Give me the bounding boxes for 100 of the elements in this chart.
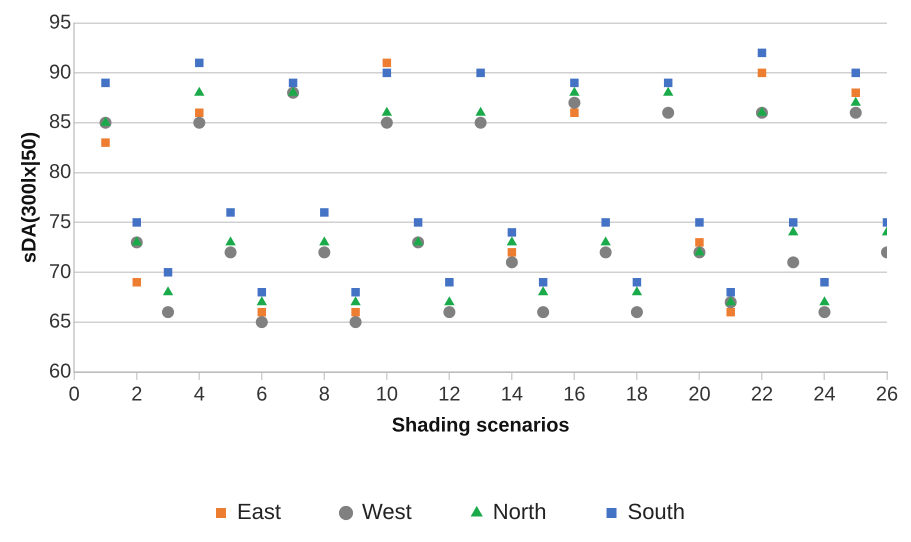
legend-label: South [628, 499, 686, 524]
legend-label: North [492, 499, 547, 524]
x-tick-label: 12 [438, 384, 460, 406]
point [818, 306, 830, 318]
point [194, 86, 204, 96]
x-tick-label: 22 [750, 384, 774, 406]
point [852, 68, 860, 78]
x-tick-label: 2 [131, 384, 142, 406]
point [819, 296, 830, 306]
x-axis-title: Shading scenarios [392, 414, 570, 437]
point [726, 308, 735, 316]
point [538, 278, 548, 286]
x-tick-label: 26 [876, 384, 898, 406]
point [662, 106, 674, 119]
point [475, 106, 486, 116]
point [132, 236, 142, 246]
point [443, 306, 456, 318]
point [101, 78, 110, 88]
y-tick-label: 95 [48, 12, 72, 34]
point [601, 218, 610, 227]
point [195, 108, 204, 117]
point [256, 296, 267, 306]
x-tick-label: 4 [194, 384, 205, 406]
point [382, 68, 392, 78]
point [788, 218, 798, 227]
point [162, 286, 174, 296]
point [101, 138, 110, 147]
point [850, 106, 862, 119]
point [288, 78, 298, 88]
point [506, 236, 518, 246]
point [756, 106, 768, 116]
point [318, 246, 330, 258]
point [164, 268, 172, 277]
point [506, 256, 518, 268]
point [852, 88, 860, 98]
point [570, 78, 579, 88]
point [350, 316, 362, 328]
y-tick-label: 70 [48, 260, 72, 283]
x-tick-label: 20 [688, 384, 711, 406]
point [694, 246, 705, 256]
point [538, 286, 548, 296]
x-tick-label: 14 [500, 384, 524, 406]
point [474, 116, 487, 129]
x-tick-label: 0 [68, 384, 80, 406]
point [444, 296, 455, 306]
y-tick-label: 85 [48, 111, 72, 134]
point [568, 96, 580, 109]
point [508, 248, 516, 257]
point [695, 238, 704, 247]
point [758, 48, 766, 58]
y-axis-title: sDA(300lx|50) [18, 132, 41, 264]
point [351, 308, 360, 316]
y-tick-label: 65 [48, 310, 72, 333]
x-tick-label: 24 [813, 384, 836, 406]
point [258, 308, 266, 316]
point [664, 78, 672, 88]
point [380, 116, 393, 129]
point [758, 68, 766, 78]
x-tick-label: 16 [563, 384, 586, 406]
point [258, 288, 266, 296]
x-tick-label: 18 [626, 384, 648, 406]
y-tick-label: 60 [48, 360, 72, 383]
point [787, 256, 800, 268]
point [850, 96, 861, 106]
point [382, 106, 392, 116]
point [600, 236, 611, 246]
point [632, 286, 642, 296]
legend-label: West [362, 499, 412, 524]
point [288, 86, 298, 96]
point [414, 218, 422, 227]
point [225, 236, 236, 246]
point [382, 58, 392, 68]
point [132, 218, 142, 227]
point [630, 306, 643, 318]
point [132, 278, 142, 286]
legend-label: East [236, 499, 282, 524]
x-tick-label: 6 [256, 384, 268, 406]
point [600, 246, 612, 258]
point [445, 278, 454, 286]
point [412, 236, 424, 246]
point [537, 306, 550, 318]
point [100, 116, 111, 126]
point [695, 218, 704, 227]
point [726, 288, 735, 296]
y-tick-label: 90 [48, 61, 72, 84]
point [256, 316, 268, 328]
point [820, 278, 829, 286]
point [319, 236, 330, 246]
x-tick-label: 10 [376, 384, 398, 406]
point [788, 226, 798, 236]
x-tick-label: 8 [318, 384, 330, 406]
point [195, 58, 204, 68]
point [569, 86, 580, 96]
point [726, 296, 736, 306]
point [570, 108, 579, 117]
point [320, 208, 329, 217]
point [224, 246, 237, 258]
point [193, 116, 206, 129]
point [162, 306, 174, 318]
point [476, 68, 485, 78]
